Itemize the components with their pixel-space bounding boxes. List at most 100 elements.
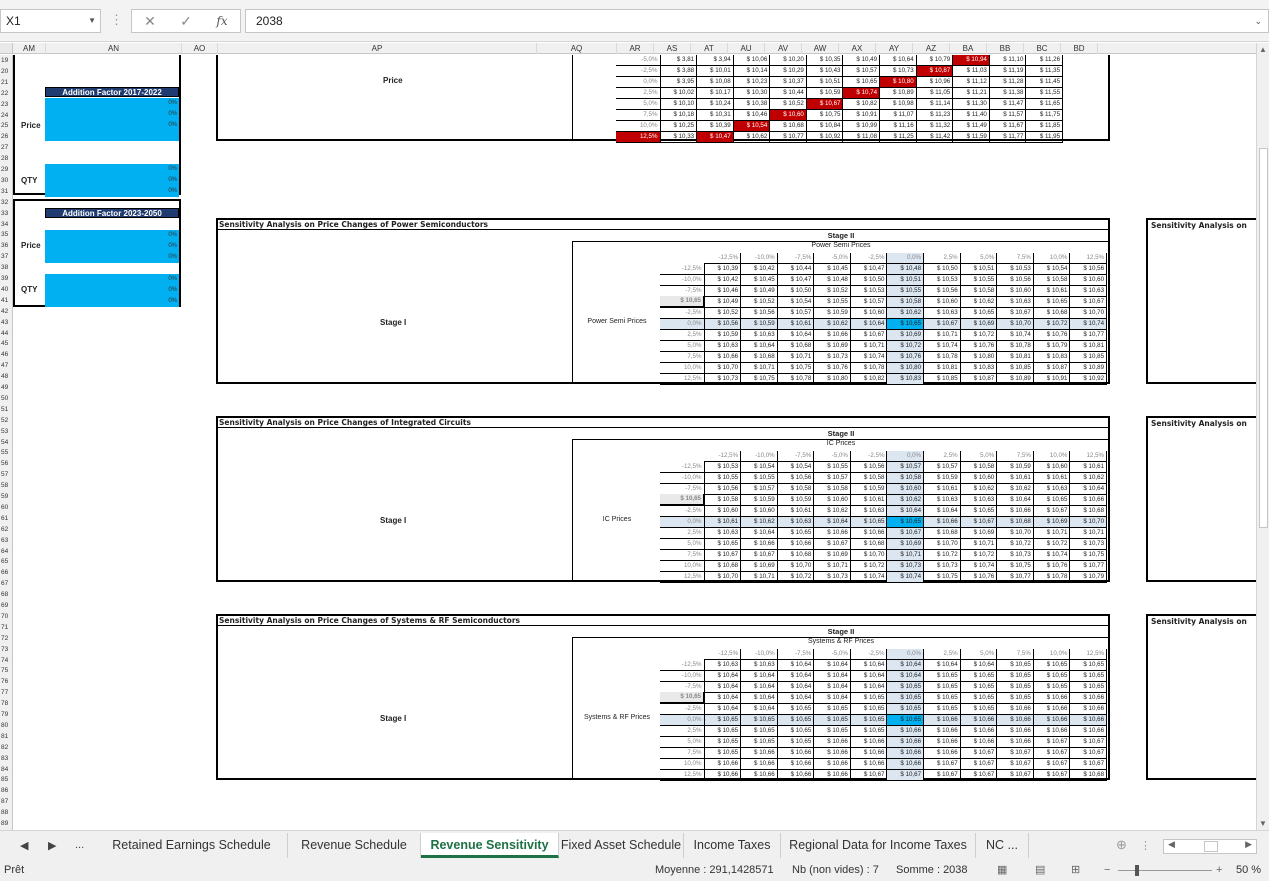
row-label[interactable]: -2,5%	[660, 505, 705, 518]
table-cell[interactable]: $ 10,64	[740, 527, 778, 540]
table-cell[interactable]: $ 10,59	[996, 461, 1034, 474]
column-label[interactable]: 10,0%	[1033, 451, 1071, 463]
table-cell[interactable]: $ 10,67	[996, 747, 1034, 760]
table-cell[interactable]: $ 11,23	[916, 109, 954, 122]
table-cell[interactable]: $ 11,40	[952, 109, 990, 122]
column-label[interactable]: 0,0%	[886, 451, 925, 463]
table-cell[interactable]: $ 10,65	[960, 692, 998, 705]
price-factor-cells[interactable]: 0% 0% 0%	[45, 98, 179, 141]
table-cell[interactable]: $ 10,66	[740, 538, 778, 551]
table-cell[interactable]: $ 10,23	[733, 76, 771, 89]
row-header[interactable]: 23	[1, 100, 9, 108]
table-cell[interactable]: $ 10,76	[1033, 560, 1071, 573]
table-cell[interactable]: $ 10,72	[850, 560, 888, 573]
table-cell[interactable]: $ 10,52	[740, 296, 778, 309]
table-cell[interactable]: $ 10,66	[886, 725, 925, 738]
table-cell[interactable]: $ 10,58	[704, 494, 742, 507]
table-cell[interactable]: $ 10,71	[777, 351, 815, 364]
row-header[interactable]: 46	[1, 351, 9, 359]
row-header[interactable]: 58	[1, 482, 9, 490]
row-header[interactable]: 81	[1, 732, 9, 740]
column-header[interactable]: AX	[839, 43, 876, 54]
table-cell[interactable]: $ 10,48	[886, 263, 925, 276]
table-cell[interactable]: $ 10,24	[696, 98, 734, 111]
table-cell[interactable]: $ 10,37	[769, 76, 807, 89]
sheet-tab[interactable]: Revenue Schedule	[288, 833, 421, 858]
column-header[interactable]: AV	[765, 43, 802, 54]
table-cell[interactable]: $ 10,70	[704, 571, 742, 584]
table-cell[interactable]: $ 10,83	[1033, 351, 1071, 364]
table-cell[interactable]: $ 10,56	[740, 307, 778, 320]
row-label[interactable]: 10,0%	[660, 758, 705, 771]
row-header[interactable]: 51	[1, 405, 9, 413]
table-cell[interactable]: $ 10,68	[704, 560, 742, 573]
row-header[interactable]: 55	[1, 449, 9, 457]
table-cell[interactable]: $ 10,64	[886, 659, 925, 672]
table-cell[interactable]: $ 10,56	[923, 285, 961, 298]
table-cell[interactable]: $ 10,67	[1069, 758, 1108, 771]
table-cell[interactable]: $ 10,87	[960, 373, 998, 386]
row-header[interactable]: 43	[1, 318, 9, 326]
column-label[interactable]: 12,5%	[1069, 451, 1108, 463]
table-cell[interactable]: $ 10,33	[660, 131, 698, 144]
table-cell[interactable]: $ 10,62	[886, 307, 925, 320]
table-cell[interactable]: $ 10,68	[1069, 505, 1108, 518]
table-cell[interactable]: $ 10,55	[740, 472, 778, 485]
row-header[interactable]: 82	[1, 743, 9, 751]
row-header[interactable]: 86	[1, 787, 9, 795]
table-cell[interactable]: $ 10,67	[1033, 769, 1071, 782]
table-cell[interactable]: $ 10,65	[1033, 494, 1071, 507]
table-cell[interactable]: $ 10,35	[806, 55, 844, 67]
table-cell[interactable]: $ 10,56	[777, 472, 815, 485]
row-header[interactable]: 83	[1, 754, 9, 762]
table-cell[interactable]: $ 10,66	[996, 505, 1034, 518]
table-cell[interactable]: $ 10,65	[704, 736, 742, 749]
table-cell[interactable]: $ 10,64	[923, 505, 961, 518]
table-cell[interactable]: $ 10,72	[960, 549, 998, 562]
table-cell[interactable]: $ 10,18	[660, 109, 698, 122]
table-cell[interactable]: $ 11,21	[952, 87, 990, 100]
table-cell[interactable]: $ 11,10	[989, 55, 1027, 67]
table-cell[interactable]: $ 10,66	[923, 725, 961, 738]
table-cell[interactable]: $ 11,32	[916, 120, 954, 133]
column-label[interactable]: 2,5%	[923, 649, 961, 661]
row-header[interactable]: 27	[1, 144, 9, 152]
table-cell[interactable]: $ 10,56	[704, 483, 742, 496]
table-cell[interactable]: $ 11,75	[1025, 109, 1064, 122]
table-cell[interactable]: $ 10,64	[740, 670, 778, 683]
table-cell[interactable]: $ 10,51	[806, 76, 844, 89]
table-cell[interactable]: $ 10,73	[1069, 538, 1108, 551]
row-label[interactable]: -12,5%	[660, 461, 705, 474]
row-label[interactable]: -12,5%	[660, 263, 705, 276]
table-cell[interactable]: $ 10,65	[777, 527, 815, 540]
row-label[interactable]: 5,0%	[616, 98, 661, 111]
column-label[interactable]: -2,5%	[850, 649, 888, 661]
table-cell[interactable]: $ 10,61	[1069, 461, 1108, 474]
table-cell[interactable]: $ 10,58	[960, 285, 998, 298]
table-cell[interactable]: $ 10,94	[952, 55, 990, 67]
name-box[interactable]: X1 ▼	[0, 9, 101, 33]
table-cell[interactable]: $ 10,92	[806, 131, 844, 144]
table-cell[interactable]: $ 10,63	[704, 659, 742, 672]
row-label[interactable]: 12,5%	[660, 373, 705, 386]
table-cell[interactable]: $ 10,49	[842, 55, 881, 67]
table-cell[interactable]: $ 10,67	[1069, 747, 1108, 760]
table-cell[interactable]: $ 10,79	[916, 55, 954, 67]
table-cell[interactable]: $ 10,64	[777, 670, 815, 683]
table-cell[interactable]: $ 10,60	[813, 494, 851, 507]
table-cell[interactable]: $ 10,65	[850, 516, 888, 529]
table-cell[interactable]: $ 10,67	[960, 516, 998, 529]
row-label[interactable]: 0,0%	[660, 714, 705, 727]
table-cell[interactable]: $ 10,91	[1033, 373, 1071, 386]
table-cell[interactable]: $ 10,61	[1033, 472, 1071, 485]
more-sheets-icon[interactable]: ...	[75, 839, 85, 851]
table-cell[interactable]: $ 10,73	[879, 65, 917, 78]
table-cell[interactable]: $ 10,46	[704, 285, 742, 298]
row-label[interactable]: 12,5%	[660, 769, 705, 782]
table-cell[interactable]: $ 10,68	[769, 120, 807, 133]
table-cell[interactable]: $ 10,20	[769, 55, 807, 67]
scroll-down-icon[interactable]: ▼	[1259, 819, 1267, 828]
table-cell[interactable]: $ 10,63	[777, 516, 815, 529]
table-cell[interactable]: $ 11,49	[952, 120, 990, 133]
table-cell[interactable]: $ 10,74	[1069, 318, 1108, 331]
